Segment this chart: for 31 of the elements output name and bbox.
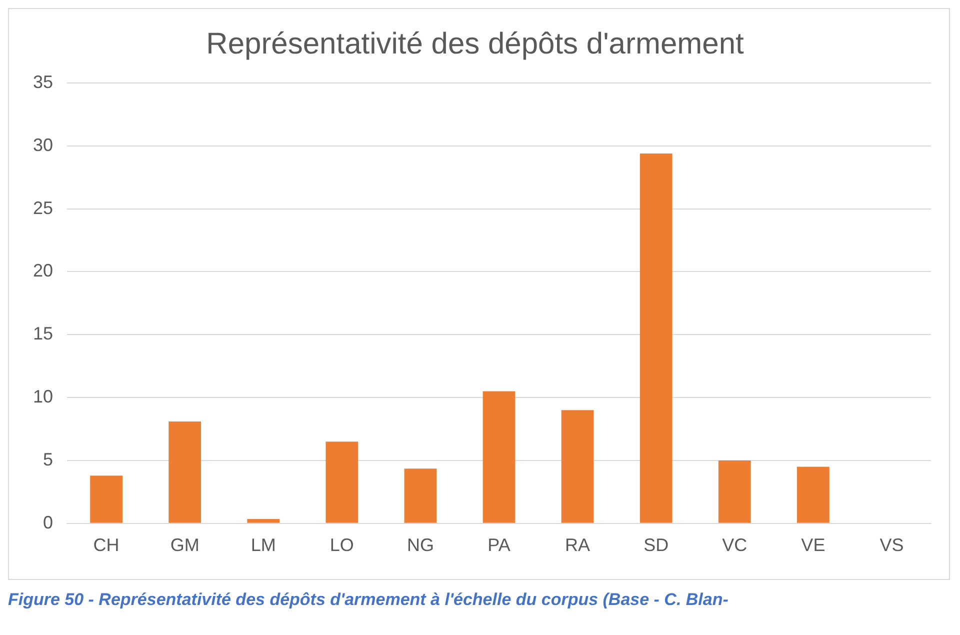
y-tick-label: 5 (43, 449, 54, 470)
bar (168, 421, 202, 523)
y-tick-label: 20 (32, 260, 54, 281)
x-tick-label: CH (93, 535, 120, 556)
bar (326, 442, 358, 523)
y-tick-label: 0 (43, 512, 54, 532)
y-tick-label: 25 (32, 198, 54, 218)
bar (640, 153, 672, 523)
x-tick-label: VC (722, 535, 748, 556)
x-tick-label: LO (330, 535, 354, 556)
x-tick-label: VS (880, 535, 904, 556)
y-tick-label: 10 (32, 386, 54, 407)
bar (404, 468, 437, 523)
bar (247, 518, 280, 523)
x-tick-label: LM (250, 535, 276, 556)
x-tick-label: GM (170, 535, 200, 556)
chart-title: Représentativité des dépôts d'armement (206, 27, 745, 60)
x-tick-label: PA (488, 535, 510, 556)
y-tick-label: 30 (32, 134, 54, 155)
bar (90, 476, 122, 523)
y-tick-label: 35 (32, 72, 54, 92)
x-tick-label: NG (406, 535, 434, 556)
bar (482, 391, 516, 523)
x-tick-label: VE (801, 535, 826, 556)
bar (796, 466, 830, 523)
bar (561, 410, 594, 523)
y-tick-label: 15 (32, 324, 54, 344)
bar (718, 460, 751, 523)
caption: Figure 50 - Représentativité des dépôts d'armement à l'échelle du corpus (Base - C. Blan- (8, 590, 730, 610)
x-tick-label: RA (565, 535, 590, 556)
x-tick-label: SD (644, 535, 669, 556)
